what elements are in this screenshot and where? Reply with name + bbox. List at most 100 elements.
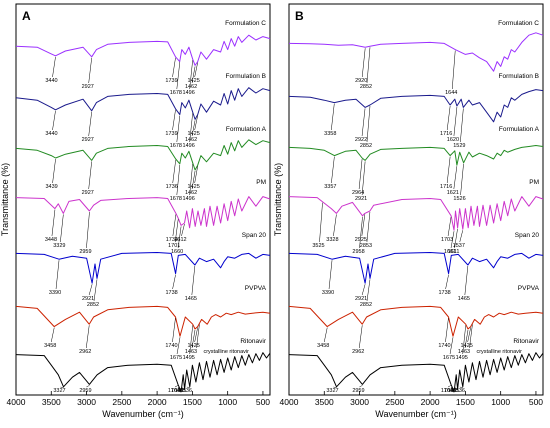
peak-pointer xyxy=(447,385,452,388)
peak-pointer xyxy=(176,164,181,196)
peak-pointer xyxy=(196,324,200,349)
spectrum-line-formulation-b xyxy=(15,87,271,120)
peak-label: 1704 xyxy=(168,388,180,394)
peak-label: 1740 xyxy=(165,343,177,349)
peak-label: crystalline ritonavir xyxy=(476,349,522,355)
peak-pointer xyxy=(454,386,458,391)
x-tick-label: 1000 xyxy=(218,397,237,407)
series-label: Formulation A xyxy=(499,126,540,133)
peak-label: 2922 xyxy=(355,137,367,143)
peak-label: 3448 xyxy=(45,237,57,243)
peak-label: 1660 xyxy=(171,388,183,394)
x-tick-label: 1500 xyxy=(456,397,475,407)
peak-pointer xyxy=(450,386,455,393)
peak-label: 2964 xyxy=(352,190,364,196)
peak-pointer xyxy=(52,158,56,184)
peak-pointer xyxy=(366,47,371,84)
peak-pointer xyxy=(176,115,181,143)
peak-label: 1675 xyxy=(443,355,455,361)
peak-label: 2852 xyxy=(360,302,372,308)
peak-pointer xyxy=(186,386,190,389)
peak-pointer xyxy=(366,279,371,302)
peak-label: 2927 xyxy=(82,84,94,90)
peak-pointer xyxy=(177,386,182,393)
panel-letter: A xyxy=(22,9,31,23)
peak-pointer xyxy=(172,274,176,290)
peak-pointer xyxy=(177,226,182,249)
peak-label: 2962 xyxy=(352,349,364,355)
peak-pointer xyxy=(189,113,193,143)
series-label: Formulation C xyxy=(225,20,266,27)
peak-pointer xyxy=(176,61,181,90)
peak-pointer xyxy=(172,57,176,78)
peak-label: 2927 xyxy=(82,190,94,196)
peak-pointer xyxy=(172,317,176,343)
spectrum-line-formulation-b xyxy=(288,89,544,123)
peak-label: 1537 xyxy=(453,243,465,249)
plot-frame xyxy=(288,3,544,396)
peak-label: 1495 xyxy=(456,355,468,361)
peak-label: 1678 xyxy=(170,143,182,149)
peak-pointer xyxy=(189,163,193,196)
x-tick-label: 500 xyxy=(529,397,543,407)
x-tick-label: 2000 xyxy=(421,397,440,407)
peak-label: 3458 xyxy=(317,343,329,349)
x-axis-title: Wavenumber (cm⁻¹) xyxy=(375,409,456,419)
peak-label: 1425 xyxy=(188,131,200,137)
series-label: PVPVA xyxy=(245,285,267,292)
peak-pointer xyxy=(319,202,323,243)
peak-label: 3390 xyxy=(322,290,334,296)
peak-pointer xyxy=(467,327,471,343)
spectrum-line-pvpva xyxy=(288,305,544,337)
spectrum-line-formulation-c xyxy=(288,32,544,72)
series-label: Formulation C xyxy=(498,20,539,27)
peak-pointer xyxy=(361,161,366,196)
peak-label: 1675 xyxy=(170,355,182,361)
peak-pointer xyxy=(194,327,198,343)
peak-pointer xyxy=(86,211,90,249)
peak-label: 1612 xyxy=(174,237,186,243)
peak-label: 1536 xyxy=(180,388,192,394)
peak-label: 1739 xyxy=(165,78,177,84)
peak-label: 1678 xyxy=(170,90,182,96)
series-label: Span 20 xyxy=(515,232,540,239)
peak-label: 2852 xyxy=(87,302,99,308)
peak-label: 1496 xyxy=(183,143,195,149)
peak-label: 1621 xyxy=(447,190,459,196)
peak-pointer xyxy=(459,386,463,389)
series-label: PM xyxy=(256,179,266,186)
peak-label: 1716 xyxy=(440,131,452,137)
peak-label: 1496 xyxy=(183,196,195,202)
peak-pointer xyxy=(55,260,60,290)
peak-label: 2920 xyxy=(355,78,367,84)
peak-pointer xyxy=(469,324,473,349)
peak-label: 1678 xyxy=(170,196,182,202)
peak-pointer xyxy=(361,214,366,237)
peak-label: 1463 xyxy=(458,349,470,355)
peak-pointer xyxy=(450,231,455,249)
series-label: Formulation A xyxy=(226,126,267,133)
peak-pointer xyxy=(358,158,363,190)
peak-pointer xyxy=(191,170,196,190)
peak-pointer xyxy=(460,108,464,143)
peak-label: 2959 xyxy=(79,388,91,394)
y-axis-title: Transmittance (%) xyxy=(273,163,283,236)
peak-pointer xyxy=(453,106,458,137)
peak-label: 3440 xyxy=(45,131,57,137)
peak-label: 1701 xyxy=(168,243,180,249)
peak-pointer xyxy=(359,385,363,388)
peak-label: 1611 xyxy=(448,388,460,394)
x-tick-label: 4000 xyxy=(280,397,299,407)
peak-label: 1425 xyxy=(188,184,200,190)
y-axis-title: Transmittance (%) xyxy=(0,163,10,236)
peak-label: 1462 xyxy=(185,84,197,90)
peak-label: 3439 xyxy=(45,184,57,190)
peak-label: 1462 xyxy=(185,190,197,196)
peak-pointer xyxy=(328,260,333,290)
x-tick-label: 4000 xyxy=(7,397,26,407)
x-tick-label: 1500 xyxy=(183,397,202,407)
peak-label: 1734 xyxy=(166,237,178,243)
peak-label: 1716 xyxy=(440,184,452,190)
peak-label: 1462 xyxy=(185,137,197,143)
